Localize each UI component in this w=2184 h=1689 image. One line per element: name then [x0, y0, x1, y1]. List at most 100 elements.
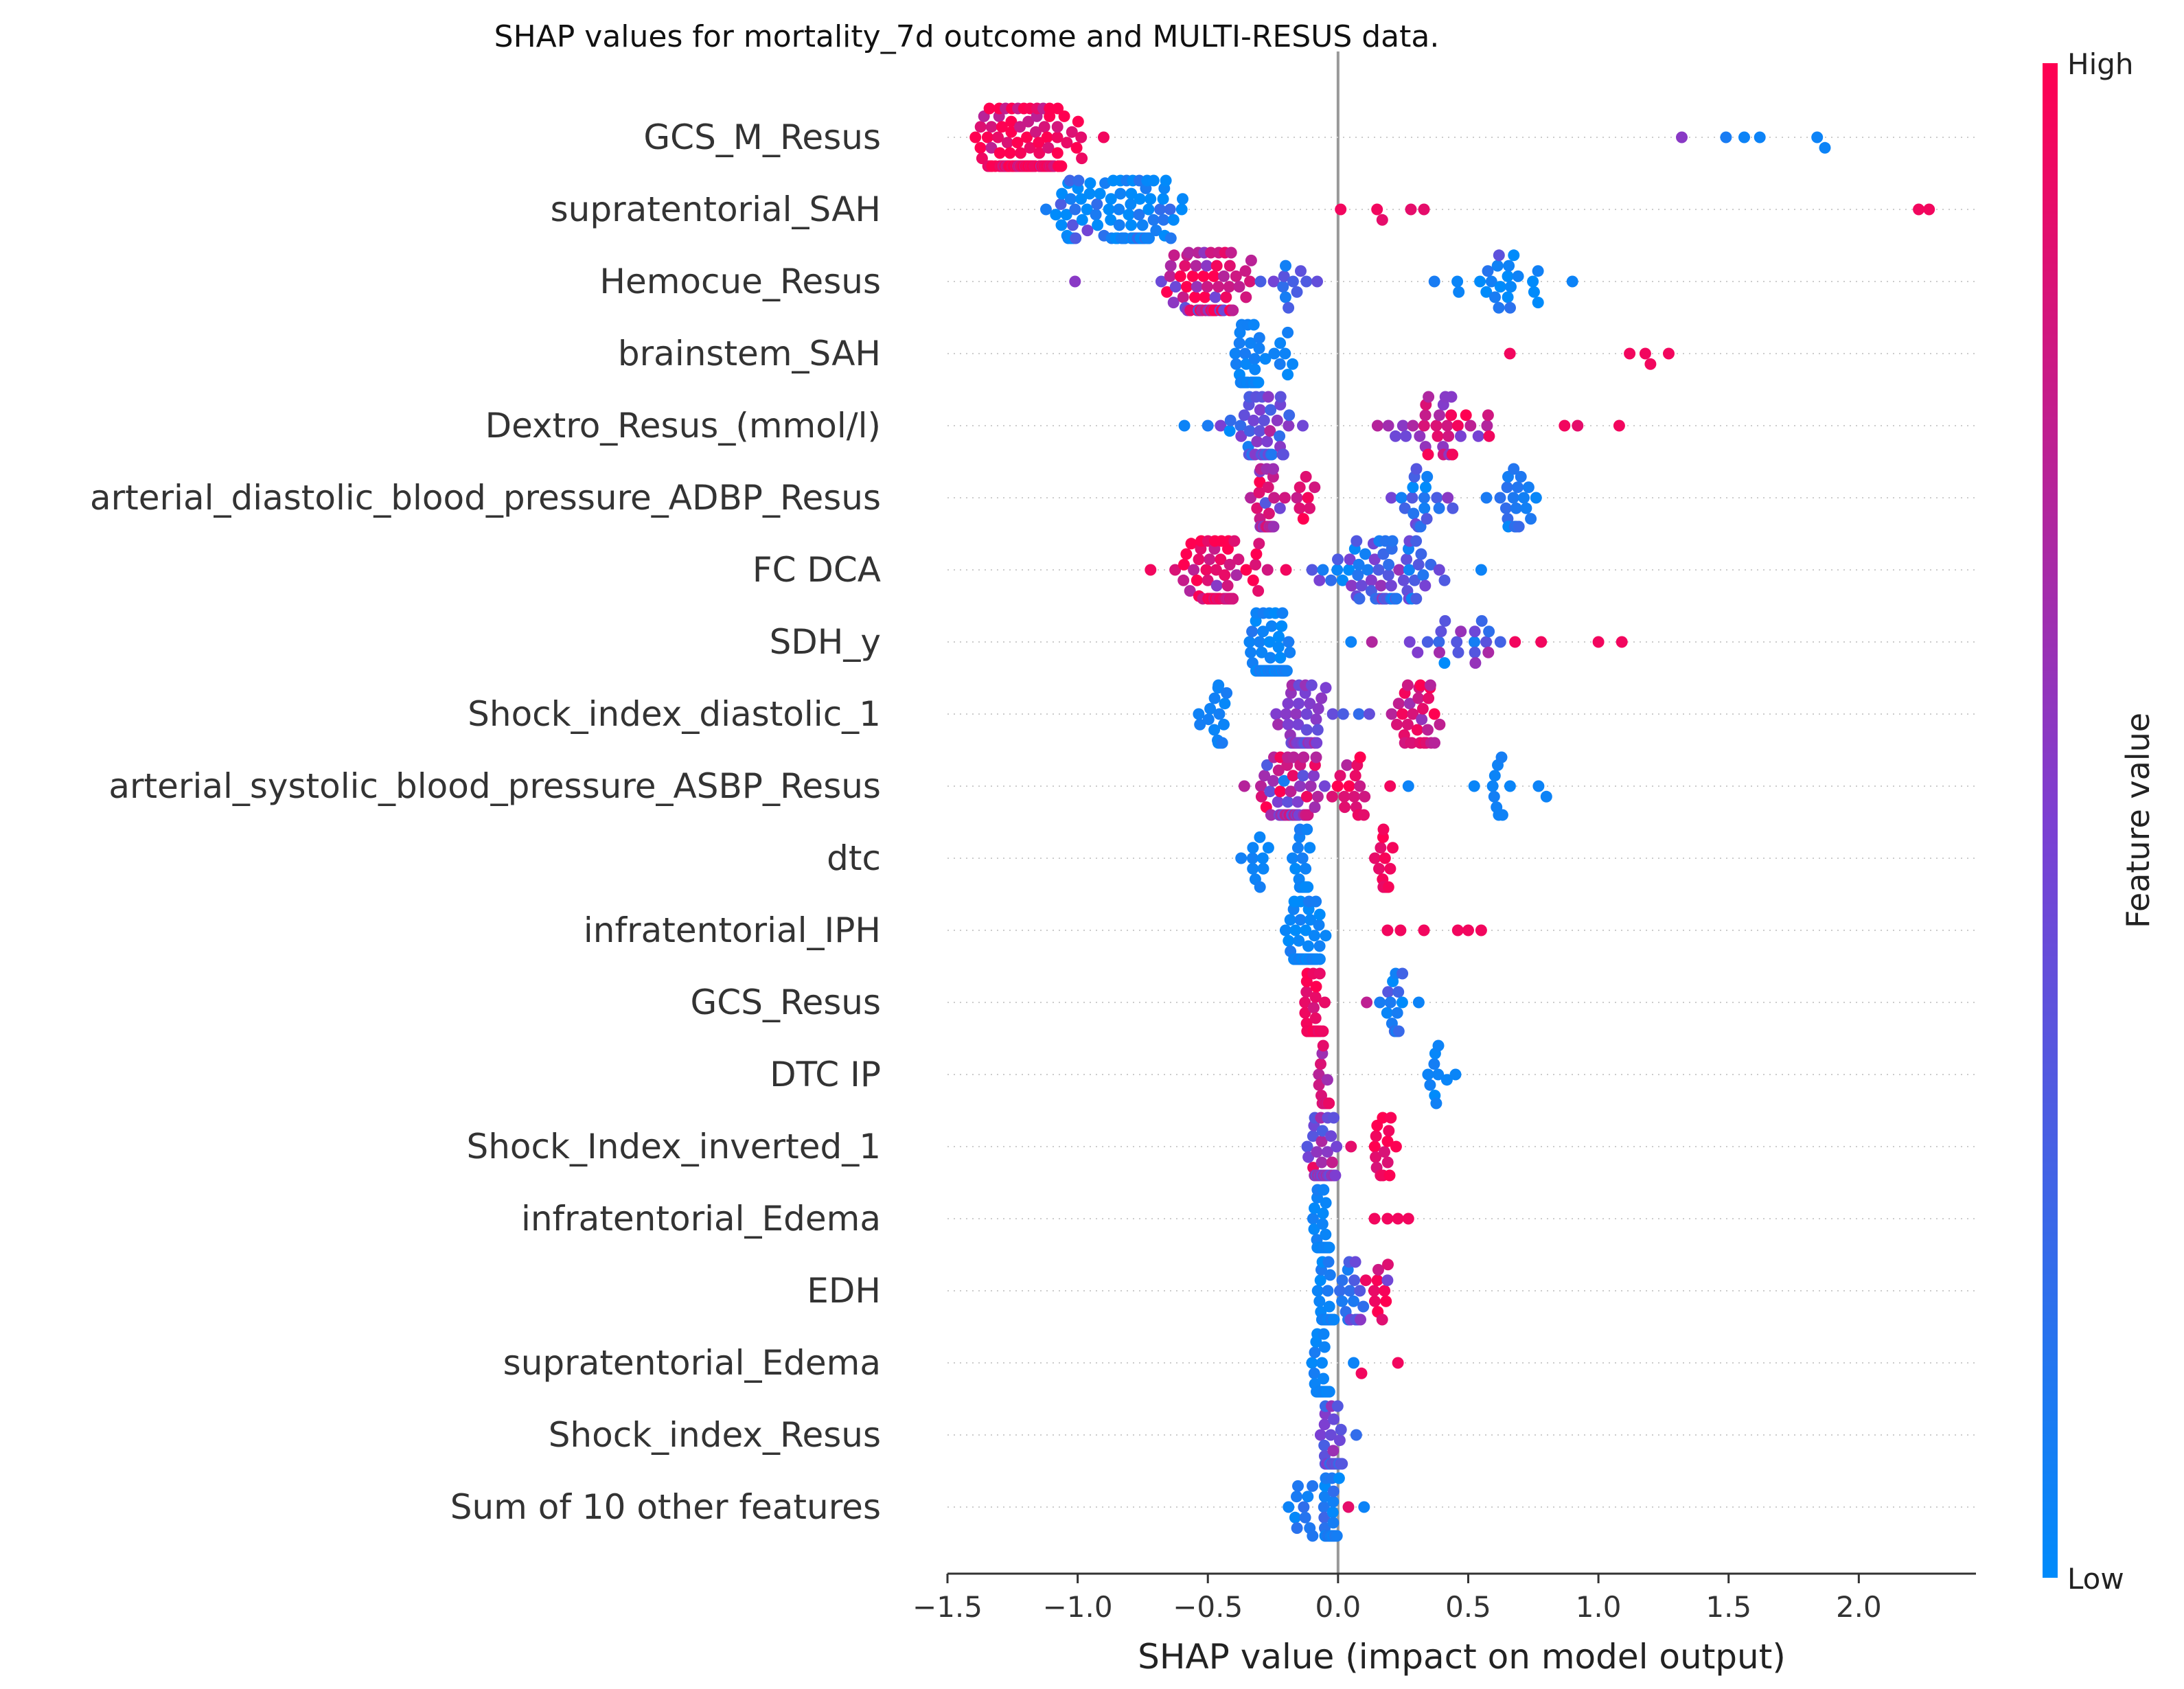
x-tick-label: 1.5	[1705, 1590, 1751, 1624]
shap-dot	[1218, 718, 1230, 731]
shap-dot	[1412, 558, 1425, 571]
shap-dot	[1055, 198, 1067, 210]
shap-dot	[974, 141, 987, 154]
shap-dot	[1315, 1156, 1328, 1169]
shap-dot	[1302, 940, 1314, 952]
shap-dot	[1414, 520, 1427, 533]
shap-dot	[1407, 708, 1419, 720]
shap-dot	[1191, 574, 1203, 586]
shap-dot	[1177, 291, 1189, 303]
shap-dot	[1202, 713, 1215, 726]
shap-dot	[1482, 265, 1494, 277]
shap-dot	[1208, 270, 1220, 282]
shap-dot	[1527, 275, 1539, 288]
shap-dot	[1329, 1169, 1342, 1182]
shap-dot	[1004, 147, 1016, 159]
shap-dot	[1060, 209, 1072, 221]
shap-dot	[1005, 115, 1018, 128]
shap-dot	[1361, 564, 1374, 576]
shap-dot	[1324, 1269, 1336, 1281]
shap-dot	[1254, 476, 1266, 488]
shap-dot	[1353, 593, 1366, 605]
shap-dot	[1318, 1439, 1331, 1451]
shap-dot	[1720, 131, 1732, 143]
shap-dot	[1265, 620, 1278, 632]
shap-dot	[1042, 141, 1055, 154]
shap-dot	[1304, 842, 1316, 854]
shap-dot	[1309, 991, 1322, 1003]
shap-dot	[1433, 502, 1445, 514]
shap-dot	[1309, 1012, 1322, 1024]
shap-dot	[1371, 1274, 1383, 1287]
shap-dot	[1359, 790, 1371, 803]
shap-dot	[1244, 275, 1256, 288]
shap-dot	[1321, 1146, 1333, 1158]
shap-dot	[1384, 862, 1396, 875]
shap-dot	[1310, 713, 1322, 726]
shap-dot	[1411, 724, 1423, 736]
shap-dot	[1493, 301, 1505, 314]
shap-dot	[1451, 420, 1464, 432]
shap-dot	[1295, 265, 1307, 277]
shap-dot	[1359, 1274, 1372, 1287]
shap-dot	[1393, 564, 1405, 576]
shap-dot	[1308, 1367, 1320, 1379]
shap-dot	[1313, 1295, 1326, 1307]
shap-dot	[1316, 1125, 1329, 1137]
shap-dot	[1355, 579, 1368, 592]
shap-dot	[1428, 275, 1440, 288]
shap-dot	[1070, 141, 1083, 154]
feature-label: Sum of 10 other features	[450, 1487, 881, 1527]
shap-dot	[1302, 809, 1314, 821]
shap-dot	[1522, 481, 1534, 494]
shap-dot	[1258, 414, 1270, 426]
shap-dot	[1438, 574, 1451, 586]
shap-dot	[1306, 1357, 1318, 1369]
shap-dot	[1447, 448, 1458, 461]
shap-dot	[1310, 895, 1322, 908]
shap-dot	[1282, 369, 1294, 381]
x-axis-ticks: −1.5 −1.0 −0.5 0.0 0.5 1.0 1.5 2.0	[912, 1574, 1882, 1624]
shap-dot	[1055, 219, 1068, 231]
shap-dot	[1311, 275, 1323, 288]
shap-dot	[1254, 636, 1265, 648]
shap-dot	[1515, 470, 1527, 483]
shap-dot	[1188, 564, 1200, 576]
shap-dot	[1245, 492, 1257, 504]
shap-dot	[1416, 713, 1428, 726]
shap-dot	[1273, 630, 1285, 643]
shap-dot	[1052, 102, 1064, 115]
shap-dot	[1307, 1130, 1319, 1142]
shap-dot	[1278, 492, 1291, 504]
shap-dot	[1480, 492, 1493, 504]
shap-dot	[1345, 636, 1357, 648]
shap-dot	[1435, 625, 1447, 638]
shap-dot	[1510, 502, 1522, 514]
shap-dot	[1299, 996, 1311, 1009]
shap-dot	[1238, 409, 1250, 422]
shap-dot	[1113, 203, 1125, 216]
shap-dot	[1418, 203, 1430, 216]
shap-dot	[1276, 620, 1288, 632]
feature-label: infratentorial_Edema	[521, 1199, 881, 1239]
shap-dot	[1414, 430, 1426, 442]
shap-dot	[1327, 1485, 1340, 1497]
shap-dot	[1044, 102, 1056, 115]
shap-dot	[1279, 347, 1291, 360]
shap-dot	[1381, 1274, 1394, 1287]
x-tick-label: 2.0	[1836, 1590, 1882, 1624]
shap-dot	[1324, 1429, 1337, 1441]
shap-dot	[1244, 337, 1256, 349]
shap-dot	[1402, 780, 1414, 792]
shap-dot	[1150, 225, 1162, 237]
shap-dot	[1300, 470, 1312, 483]
shap-dot	[1421, 513, 1433, 525]
shap-dot	[1169, 564, 1182, 576]
shap-dot	[1508, 463, 1520, 475]
shap-dot	[1309, 1346, 1321, 1359]
shap-dot	[1353, 558, 1365, 571]
shap-dot	[1317, 1207, 1329, 1219]
shap-dot	[1311, 1146, 1323, 1158]
shap-dot	[1283, 1501, 1295, 1513]
shap-dot	[1819, 141, 1831, 154]
